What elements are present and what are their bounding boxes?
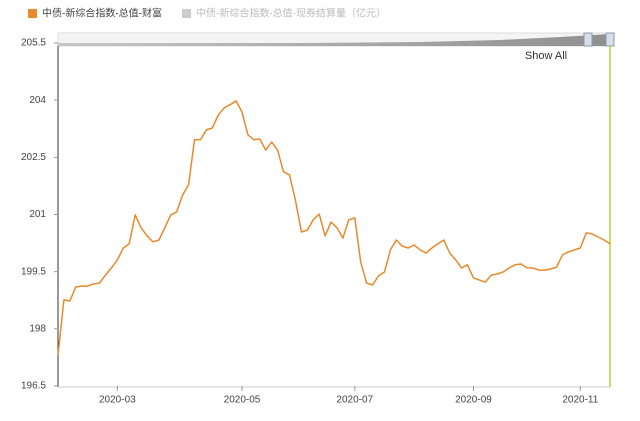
y-tick-label: 201: [29, 209, 46, 220]
show-all-button[interactable]: Show All: [525, 50, 567, 62]
navigator-preview: [58, 34, 610, 46]
legend-swatch[interactable]: [28, 9, 37, 18]
legend-label[interactable]: 中债-新综合指数-总值-现券结算量（亿元）: [196, 7, 386, 20]
navigator-handle[interactable]: [605, 32, 615, 47]
y-tick-label: 196.5: [21, 381, 46, 392]
series-line: [57, 100, 611, 356]
x-tick-label: 2020-09: [455, 395, 492, 406]
y-tick-label: 199.5: [21, 266, 46, 277]
legend-swatch[interactable]: [182, 9, 191, 18]
x-tick-label: 2020-05: [224, 395, 261, 406]
x-tick-label: 2020-07: [336, 395, 373, 406]
x-tick-label: 2020-11: [562, 395, 598, 406]
legend-label[interactable]: 中债-新综合指数-总值-财富: [42, 7, 162, 20]
x-tick-label: 2020-03: [99, 395, 136, 406]
y-tick-label: 204: [29, 95, 46, 106]
y-tick-label: 202.5: [21, 152, 46, 163]
y-tick-label: 198: [29, 323, 46, 334]
navigator-handle[interactable]: [583, 32, 593, 47]
y-tick-label: 205.5: [21, 38, 46, 49]
